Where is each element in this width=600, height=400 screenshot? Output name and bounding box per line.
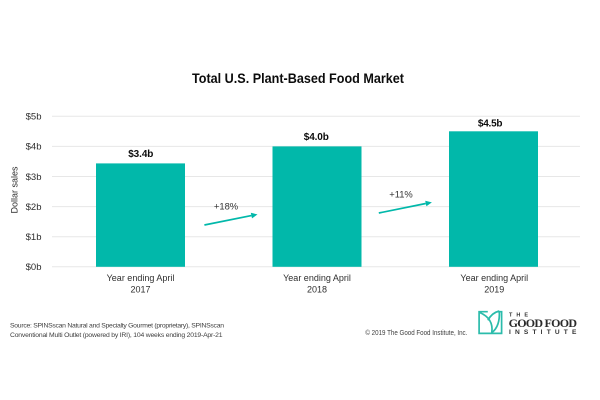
svg-text:$4.5b: $4.5b	[478, 118, 503, 129]
svg-text:$1b: $1b	[26, 232, 42, 243]
svg-text:Source: SPINSscan Natural and: Source: SPINSscan Natural and Specialty …	[10, 323, 224, 330]
svg-text:GOOD FOOD: GOOD FOOD	[509, 316, 578, 330]
svg-text:Year ending April: Year ending April	[283, 273, 351, 283]
svg-text:$5b: $5b	[26, 112, 42, 123]
svg-text:THE: THE	[509, 313, 532, 319]
svg-text:Year ending April: Year ending April	[107, 273, 175, 283]
svg-text:$2b: $2b	[26, 202, 42, 213]
svg-text:© 2019 The Good Food Institute: © 2019 The Good Food Institute, Inc.	[365, 328, 467, 337]
svg-text:+11%: +11%	[389, 188, 413, 199]
svg-text:2018: 2018	[307, 285, 327, 295]
svg-text:2019: 2019	[484, 285, 504, 295]
svg-text:$3b: $3b	[26, 172, 42, 183]
svg-text:$4b: $4b	[26, 142, 42, 153]
svg-text:$3.4b: $3.4b	[128, 149, 153, 160]
svg-text:$0b: $0b	[26, 262, 42, 273]
svg-text:2017: 2017	[130, 285, 150, 295]
svg-text:Year ending April: Year ending April	[460, 273, 528, 283]
svg-text:Total U.S. Plant-Based Food Ma: Total U.S. Plant-Based Food Market	[192, 70, 404, 86]
svg-text:Conventional Multi Outlet (pow: Conventional Multi Outlet (powered by IR…	[10, 332, 223, 339]
svg-text:Dollar sales: Dollar sales	[10, 166, 20, 214]
svg-text:$4.0b: $4.0b	[304, 132, 329, 143]
svg-text:+18%: +18%	[214, 200, 238, 211]
